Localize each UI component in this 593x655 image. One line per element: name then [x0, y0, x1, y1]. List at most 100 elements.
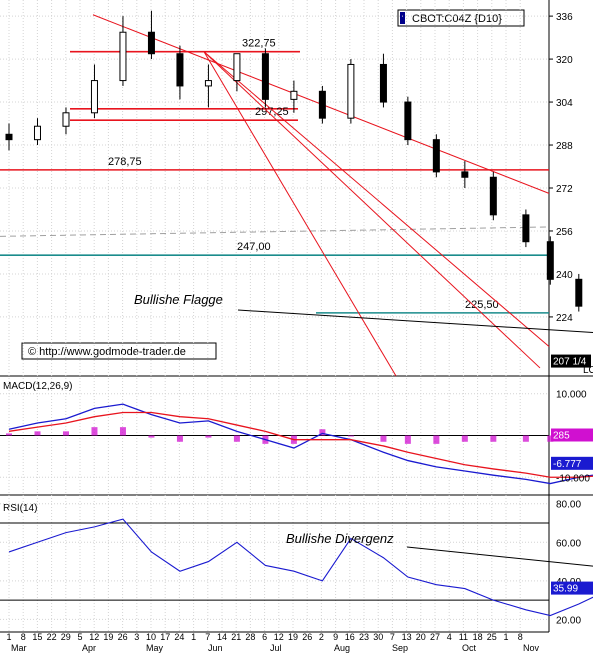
x-tick-label: 8 [518, 632, 523, 642]
macd-histogram-bar [522, 435, 529, 442]
macd-histogram-bar [490, 435, 497, 442]
x-tick-label: 9 [333, 632, 338, 642]
macd-layer [0, 403, 593, 485]
price-tick-label: 336 [556, 12, 573, 23]
x-tick-label: 30 [373, 632, 383, 642]
trend-line [203, 51, 550, 347]
divergence-annotation-pointer [406, 546, 593, 567]
macd-histogram-bar [119, 427, 126, 436]
candle-body [261, 53, 269, 100]
macd-histogram-bar [62, 431, 69, 436]
macd-histogram-bar [404, 435, 411, 444]
price-tick-label: 240 [556, 270, 573, 281]
macd-histogram-bar [205, 435, 212, 438]
candle-body [379, 63, 387, 103]
candle-body [62, 112, 70, 127]
x-tick-label: 3 [134, 632, 139, 642]
candle-body [522, 214, 530, 243]
x-tick-label: 12 [274, 632, 284, 642]
month-label: Jun [208, 643, 223, 653]
candle-body [233, 53, 241, 82]
x-tick-label: 2 [319, 632, 324, 642]
candle-body [575, 278, 583, 307]
flag-annotation-pointer [237, 309, 593, 334]
symbol-label: CBOT:C04Z {D10} [412, 13, 502, 25]
rsi-series-line [8, 518, 593, 617]
lo-label: LO [583, 365, 593, 376]
divergence-annotation: Bullishe Divergenz [286, 531, 394, 546]
price-tick-label: 224 [556, 313, 573, 324]
x-tick-label: 5 [77, 632, 82, 642]
x-tick-label: 17 [160, 632, 170, 642]
macd-value-tag [551, 456, 593, 470]
x-tick-label: 22 [47, 632, 57, 642]
price-tick-label: 304 [556, 98, 573, 109]
candle-body [119, 31, 127, 82]
macd-histogram-bar [547, 435, 554, 442]
rsi-layer [0, 518, 593, 617]
candle-body [432, 139, 440, 173]
price-tick-label: 288 [556, 141, 573, 152]
price-tick-label: 320 [556, 55, 573, 66]
month-label: Oct [462, 643, 477, 653]
x-tick-label: 19 [103, 632, 113, 642]
moving-average-line [0, 226, 550, 237]
x-tick-label: 26 [302, 632, 312, 642]
price-tick-label: 272 [556, 184, 573, 195]
candle-body [347, 63, 355, 119]
x-tick-label: 24 [174, 632, 184, 642]
x-tick-label: 25 [487, 632, 497, 642]
grid-layer [0, 0, 549, 632]
x-tick-label: 27 [430, 632, 440, 642]
x-tick-label: 19 [288, 632, 298, 642]
last-price-label: 207 1/4 [553, 357, 587, 368]
candle-body [546, 241, 554, 280]
month-label: Jul [270, 643, 282, 653]
candle-body [404, 101, 412, 141]
support-resistance-layer: 322,75 297,25 278,75 247,00 225,50 [0, 38, 550, 314]
x-tick-label: 1 [191, 632, 196, 642]
x-tick-label: 23 [359, 632, 369, 642]
macd-value-label: -6.777 [553, 459, 582, 470]
rsi-tick-label: 80.00 [556, 500, 581, 511]
rsi-title: RSI(14) [3, 503, 37, 514]
x-tick-label: 7 [390, 632, 395, 642]
macd-value-label: 285 [553, 431, 570, 442]
x-tick-label: 7 [205, 632, 210, 642]
candle-body [5, 133, 13, 141]
candle-body [461, 171, 469, 178]
macd-title: MACD(12,26,9) [3, 381, 72, 392]
month-label: Aug [334, 643, 350, 653]
x-tick-label: 29 [61, 632, 71, 642]
macd-histogram-bar [148, 435, 155, 438]
x-tick-label: 10 [146, 632, 156, 642]
macd-histogram-bar [6, 433, 12, 436]
price-tick-label: 256 [556, 227, 573, 238]
last-price-tag [551, 354, 591, 368]
candle-body [204, 80, 212, 87]
flag-annotation: Bullishe Flagge [134, 292, 223, 307]
macd-series-line [8, 403, 593, 485]
level-label: 247,00 [237, 241, 271, 253]
x-tick-label: 6 [262, 632, 267, 642]
copyright-label: © http://www.godmode-trader.de [28, 346, 186, 358]
x-tick-label: 12 [89, 632, 99, 642]
candlestick-layer [5, 10, 583, 312]
level-label: 297,25 [255, 106, 289, 118]
x-tick-label: 11 [459, 632, 468, 642]
x-tick-label: 16 [345, 632, 355, 642]
candle-body [489, 176, 497, 216]
month-label: Apr [82, 643, 96, 653]
trend-line [203, 51, 541, 369]
macd-value-tag [551, 428, 593, 442]
macd-histogram-bar [319, 429, 326, 436]
x-tick-label: 13 [402, 632, 412, 642]
macd-series-line [8, 411, 593, 478]
x-tick-label: 1 [503, 632, 508, 642]
month-label: Nov [523, 643, 540, 653]
annotation-layer: Bullishe Flagge Bullishe Divergenz [134, 292, 593, 567]
macd-histogram-bar [91, 427, 98, 436]
candle-body [147, 31, 155, 55]
level-label: 278,75 [108, 156, 142, 168]
